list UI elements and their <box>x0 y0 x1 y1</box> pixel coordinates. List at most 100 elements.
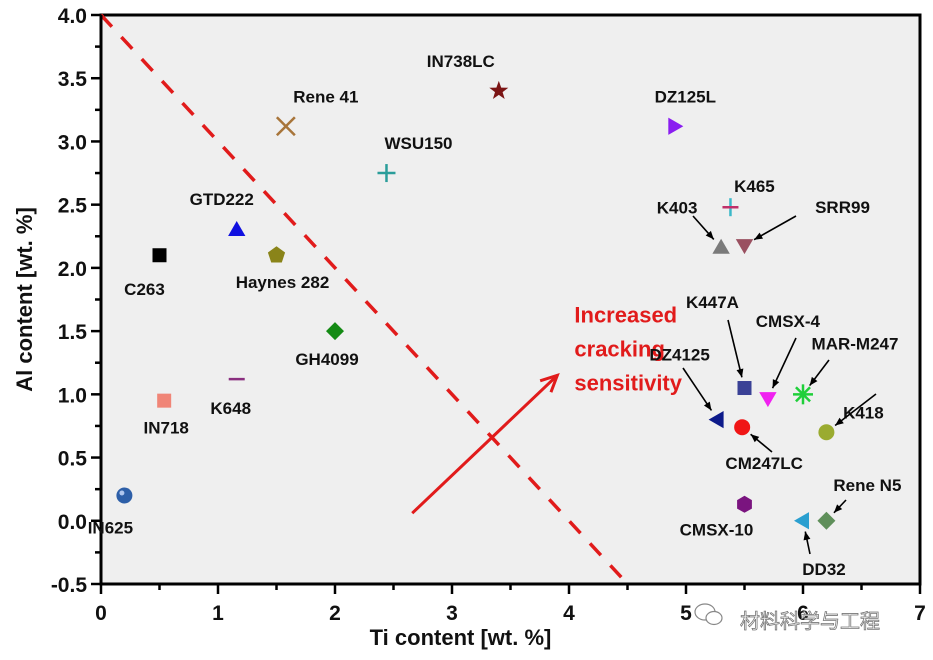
data-point-k465 <box>722 198 739 217</box>
data-point-dz4125 <box>708 411 724 429</box>
point-label: WSU150 <box>384 134 452 153</box>
callout-arrowhead <box>750 434 760 443</box>
data-point-in718 <box>157 393 172 408</box>
callout-arrowhead <box>754 232 764 240</box>
point-label: CMSX-10 <box>680 520 754 539</box>
data-point-k418 <box>818 424 835 441</box>
callout-arrowhead <box>803 531 811 541</box>
triangle-down-marker <box>735 239 754 255</box>
data-point-dd32 <box>794 512 809 530</box>
callout-arrowhead <box>772 379 780 389</box>
arrow-head <box>539 372 560 393</box>
data-point-cmsx-4 <box>759 392 777 408</box>
y-tick-label: 2.5 <box>58 195 88 218</box>
data-point-dz125l <box>668 117 684 135</box>
data-point-haynes-282 <box>267 246 286 263</box>
point-label: GTD222 <box>190 190 254 209</box>
callout-arrowhead <box>705 230 714 240</box>
point-label: K403 <box>657 199 698 218</box>
point-label: GH4099 <box>295 350 358 369</box>
triangle-left-marker <box>708 411 724 429</box>
square-marker <box>737 381 752 396</box>
data-point-rene-n5 <box>817 511 836 530</box>
x-tick-label: 2 <box>329 602 341 625</box>
point-label: Rene 41 <box>293 87 358 106</box>
arrow-shaft <box>411 374 559 515</box>
point-label: Rene N5 <box>833 476 901 495</box>
triangle-left-marker <box>794 512 809 530</box>
point-label: CM247LC <box>725 454 802 473</box>
hexagon-marker <box>737 495 752 513</box>
x-tick-label: 5 <box>680 602 692 625</box>
point-label: DZ125L <box>655 87 716 106</box>
point-label: IN738LC <box>427 52 495 71</box>
x-tick-label: 4 <box>563 602 575 625</box>
point-label: K447A <box>686 293 739 312</box>
x-marker-stroke <box>275 116 296 137</box>
point-label: IN625 <box>88 518 133 537</box>
diamond-marker <box>817 511 836 530</box>
watermark: 材料科学与工程 <box>694 603 880 633</box>
callout-line <box>771 337 797 389</box>
callout-line <box>727 319 743 378</box>
point-label: IN718 <box>143 419 188 438</box>
point-labels: IN738LC Rene 41 WSU150 DZ125L GTD222 C263 Hayn… <box>88 52 902 579</box>
data-point-k447a <box>737 381 752 396</box>
y-tick-label: 3.0 <box>58 131 87 154</box>
sphere-marker <box>116 487 133 504</box>
threshold-line <box>99 13 629 586</box>
x-tick-label: 0 <box>95 602 107 625</box>
point-label: DD32 <box>802 560 845 579</box>
label-callouts <box>682 215 877 555</box>
data-points <box>116 80 836 530</box>
data-point-in738lc <box>489 80 509 99</box>
point-label: K465 <box>734 177 775 196</box>
data-point-k403 <box>712 238 730 254</box>
annotation-line-3: sensitivity <box>574 371 682 396</box>
x-tick-label: 7 <box>914 602 926 625</box>
data-point-cm247lc <box>734 419 751 436</box>
point-label: K648 <box>210 399 251 418</box>
sensitivity-arrow <box>411 372 560 515</box>
y-tick-label: 2.0 <box>58 258 87 281</box>
data-point-gtd222 <box>228 221 246 236</box>
x-axis: 0 1 2 3 4 5 6 7 <box>95 582 926 625</box>
pentagon-marker <box>267 246 286 263</box>
x-axis-title: Ti content [wt. %] <box>370 625 552 650</box>
callout-arrowhead <box>833 504 843 513</box>
circle-marker <box>818 424 835 441</box>
annotation-line-1: Increased <box>574 303 677 328</box>
y-tick-label: 1.5 <box>58 321 88 344</box>
y-axis: -0.5 0.0 0.5 1.0 1.5 2.0 2.5 3.0 3.5 4.0 <box>51 5 103 597</box>
y-tick-label: -0.5 <box>51 574 88 597</box>
triangle-down-marker <box>759 392 777 408</box>
threshold-dashed-line <box>99 13 629 586</box>
y-tick-label: 3.5 <box>58 68 88 91</box>
callout-arrowhead <box>736 368 744 378</box>
data-point-c263 <box>152 248 167 263</box>
point-label: MAR-M247 <box>812 334 899 353</box>
data-point-mar-m247 <box>793 384 813 405</box>
y-axis-title: Al content [wt. %] <box>12 207 37 392</box>
point-label: Haynes 282 <box>236 273 330 292</box>
x-tick-label: 6 <box>797 602 809 625</box>
asterisk-marker-stroke <box>795 386 811 403</box>
triangle-up-marker <box>712 238 730 254</box>
annotation-line-2: cracking <box>574 337 665 362</box>
triangle-up-marker <box>228 221 246 236</box>
watermark-text: 材料科学与工程 <box>740 609 880 633</box>
square-marker <box>157 393 172 408</box>
star-marker <box>489 80 509 99</box>
callout-line <box>834 393 877 427</box>
triangle-right-marker <box>668 117 684 135</box>
callout-arrowhead <box>703 401 712 411</box>
callout-arrowhead <box>835 417 844 426</box>
data-point-wsu150 <box>377 164 396 183</box>
y-tick-label: 1.0 <box>58 384 87 407</box>
x-tick-label: 3 <box>446 602 458 625</box>
callout-arrowhead <box>809 376 818 386</box>
x-tick-label: 1 <box>212 602 224 625</box>
wechat-icon <box>694 603 723 626</box>
point-label: DZ4125 <box>649 346 709 365</box>
